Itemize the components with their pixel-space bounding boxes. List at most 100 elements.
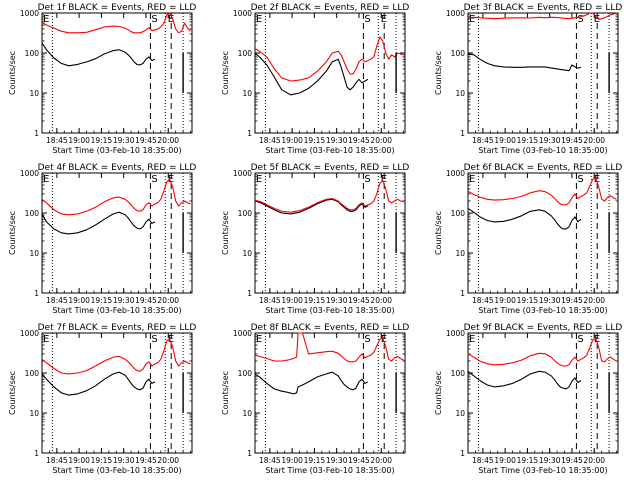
y-axis-label: Counts/sec [221,51,230,95]
x-tick-label: 19:45 [561,456,583,465]
x-tick-label: 20:00 [370,136,392,145]
chart-title: Det 1f BLACK = Events, RED = LLD [38,3,197,13]
x-tick-label: 18:45 [46,456,68,465]
x-tick-label: 19:30 [113,136,135,145]
y-tick-label: 1 [34,449,39,458]
x-tick-label: 19:30 [539,456,561,465]
y-tick-label: 1000 [20,169,39,178]
y-tick-label: 100 [238,49,253,58]
x-tick-label: 19:15 [91,136,113,145]
plot-frame [467,172,619,294]
series-line-black [467,53,582,72]
y-tick-label: 1000 [20,9,39,18]
x-tick-label: 20:00 [157,456,179,465]
marker-label: E [256,334,262,345]
series-line-black [254,52,369,96]
plot-frame [467,332,619,454]
plot-frame [254,332,406,454]
marker-label: E [256,14,262,25]
plot-frame [254,12,406,134]
marker-label: E [381,334,387,345]
x-tick-label: 20:00 [583,136,605,145]
chart-panel-9: Det 9f BLACK = Events, RED = LLD 1 10 100 10… [434,323,622,475]
x-tick-label: 18:45 [259,296,281,305]
y-tick-label: 10 [455,409,465,418]
x-tick-label: 19:15 [91,296,113,305]
marker-label: S [577,334,583,345]
y-tick-label: 100 [451,209,466,218]
x-tick-label: 19:15 [304,456,326,465]
y-tick-label: 100 [25,209,40,218]
series-line-red [467,338,617,367]
y-axis-label: Counts/sec [8,51,17,95]
y-tick-label: 10 [455,89,465,98]
x-tick-label: 19:15 [517,296,539,305]
y-axis-label: Counts/sec [8,211,17,255]
series-line-red [41,338,191,375]
x-tick-label: 20:00 [370,456,392,465]
x-axis-label: Start Time (03-Feb-10 18:35:00) [265,146,394,155]
x-tick-label: 19:30 [113,296,135,305]
chart-title: Det 4f BLACK = Events, RED = LLD [38,163,197,173]
y-tick-label: 10 [29,89,39,98]
x-axis-label: Start Time (03-Feb-10 18:35:00) [478,466,607,475]
marker-label: E [168,334,174,345]
plot-frame [254,172,406,294]
series-line-red [254,332,404,363]
y-tick-label: 1000 [446,9,465,18]
chart-panel-6: Det 6f BLACK = Events, RED = LLD 1 10 100 10… [434,163,622,315]
y-tick-label: 100 [451,49,466,58]
x-tick-label: 19:45 [348,296,370,305]
x-tick-label: 19:45 [135,136,157,145]
y-tick-label: 1 [460,449,465,458]
chart-panel-8: Det 8f BLACK = Events, RED = LLD 1 10 100 10… [221,323,409,475]
y-tick-label: 1 [460,129,465,138]
y-tick-label: 1 [247,449,252,458]
x-tick-label: 19:00 [281,296,303,305]
marker-label: E [594,174,600,185]
series-line-black [254,371,369,395]
x-axis-label: Start Time (03-Feb-10 18:35:00) [478,146,607,155]
x-tick-label: 19:00 [68,296,90,305]
series-line-red [467,177,617,206]
x-tick-label: 19:00 [68,136,90,145]
y-tick-label: 1 [34,289,39,298]
x-tick-label: 19:15 [91,456,113,465]
chart-title: Det 7f BLACK = Events, RED = LLD [38,323,197,333]
series-line-black [41,371,156,396]
chart-title: Det 2f BLACK = Events, RED = LLD [251,3,410,13]
y-axis-label: Counts/sec [8,371,17,415]
x-tick-label: 19:45 [561,136,583,145]
plot-frame [41,332,193,454]
x-tick-label: 19:00 [281,136,303,145]
x-tick-label: 19:45 [561,296,583,305]
x-axis-label: Start Time (03-Feb-10 18:35:00) [52,466,181,475]
y-tick-label: 1000 [20,329,39,338]
y-tick-label: 1 [460,289,465,298]
x-tick-label: 19:15 [517,136,539,145]
x-tick-label: 19:00 [494,456,516,465]
y-axis-label: Counts/sec [434,211,443,255]
series-line-red [254,36,404,82]
x-tick-label: 19:45 [348,456,370,465]
x-tick-label: 19:45 [348,136,370,145]
x-tick-label: 18:45 [472,296,494,305]
x-tick-label: 19:15 [304,136,326,145]
x-tick-label: 19:15 [304,296,326,305]
x-axis-label: Start Time (03-Feb-10 18:35:00) [265,306,394,315]
y-tick-label: 100 [238,209,253,218]
plot-frame [467,12,619,134]
x-axis-label: Start Time (03-Feb-10 18:35:00) [52,306,181,315]
y-axis-label: Counts/sec [434,51,443,95]
y-tick-label: 10 [242,409,252,418]
x-tick-label: 20:00 [583,296,605,305]
y-axis-label: Counts/sec [221,211,230,255]
series-line-red [254,179,404,213]
x-tick-label: 18:45 [259,456,281,465]
y-tick-label: 1 [247,289,252,298]
x-tick-label: 19:30 [539,136,561,145]
x-axis-label: Start Time (03-Feb-10 18:35:00) [478,306,607,315]
marker-label: E [43,334,49,345]
y-tick-label: 10 [29,409,39,418]
marker-label: S [364,174,370,185]
